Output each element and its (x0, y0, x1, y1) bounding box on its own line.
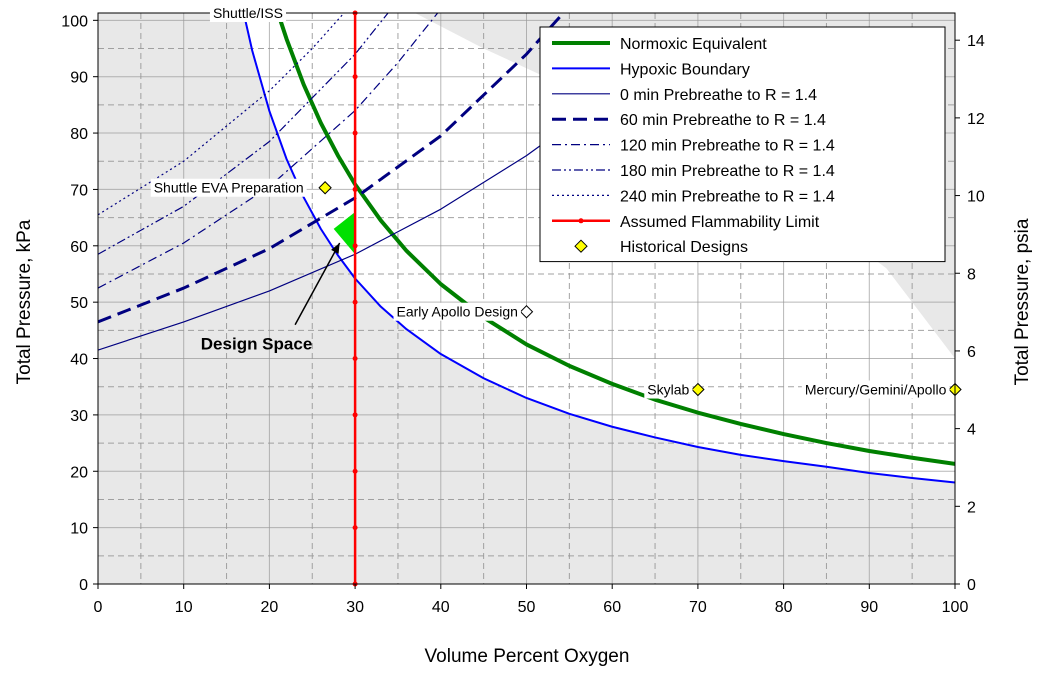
historical-design-point (519, 305, 534, 319)
legend-label: 0 min Prebreathe to R = 1.4 (620, 87, 817, 104)
series-line-5 (98, 13, 389, 255)
x-tick-label: 100 (942, 599, 969, 616)
x-axis-title: Volume Percent Oxygen (425, 646, 630, 667)
legend-label: Historical Designs (620, 239, 748, 256)
flammability-point (352, 525, 358, 531)
flammability-point (352, 130, 358, 136)
x-tick-label: 90 (860, 599, 878, 616)
y-tick-label: 60 (70, 239, 88, 256)
x-tick-label: 20 (261, 599, 279, 616)
y-tick-label: 0 (79, 577, 88, 594)
flammability-point (352, 468, 358, 474)
annotation-box (150, 178, 307, 197)
flammability-point (352, 74, 358, 80)
y2-tick-label: 6 (967, 344, 976, 361)
flammability-point (352, 243, 358, 249)
y2-axis-title: Total Pressure, psia (1012, 218, 1033, 385)
flammability-point (352, 186, 358, 192)
x-tick-label: 40 (432, 599, 450, 616)
legend-marker (578, 218, 584, 224)
annotation-label: Skylab (647, 382, 689, 398)
annotation-label: Shuttle/ISS (213, 5, 283, 21)
y-tick-label: 40 (70, 352, 88, 369)
legend-label: 60 min Prebreathe to R = 1.4 (620, 112, 826, 129)
y-tick-label: 90 (70, 70, 88, 87)
annotation-label: Design Space (201, 334, 313, 353)
annotation-label: Mercury/Gemini/Apollo (805, 382, 947, 398)
legend-label: Hypoxic Boundary (620, 61, 750, 78)
x-tick-label: 80 (775, 599, 793, 616)
historical-design-point (318, 181, 332, 195)
y2-tick-label: 8 (967, 266, 976, 283)
historical-design-point (691, 382, 705, 397)
x-tick-label: 0 (94, 599, 103, 616)
legend-box (539, 26, 946, 263)
design-space-arrowhead (331, 242, 340, 254)
design-space-arrow (294, 242, 341, 326)
design-space-region (333, 211, 356, 255)
annotation-box (209, 4, 286, 22)
y2-tick-label: 12 (967, 111, 985, 128)
y-tick-label: 30 (70, 408, 88, 425)
annotation-box (801, 380, 950, 399)
series-line-3 (98, 13, 566, 324)
flammability-point (352, 356, 358, 362)
legend-marker (574, 239, 588, 253)
axes: 0 10 20 30 40 50 60 70 80 90 100010203040506070809… (61, 13, 985, 616)
annotations: Shuttle/ISS Shuttle EVA Preparation Early … (150, 4, 950, 399)
y2-tick-label: 2 (967, 499, 976, 516)
annotation-label: Shuttle EVA Preparation (154, 180, 304, 196)
x-tick-label: 50 (518, 599, 536, 616)
legend-label: 180 min Prebreathe to R = 1.4 (620, 163, 835, 180)
x-tick-label: 10 (175, 599, 193, 616)
legend-label: 240 min Prebreathe to R = 1.4 (620, 188, 835, 205)
legend-label: Assumed Flammability Limit (620, 214, 820, 231)
y2-tick-label: 14 (967, 33, 985, 50)
y2-tick-label: 0 (967, 577, 976, 594)
series-line-0 (276, 13, 955, 466)
annotation-label: Early Apollo Design (397, 304, 518, 320)
hypoxic-shaded-region (98, 13, 955, 584)
legend-label: Normoxic Equivalent (620, 36, 767, 53)
series-line-4 (98, 13, 439, 289)
y-tick-label: 80 (70, 126, 88, 143)
annotation-box (644, 380, 693, 399)
y2-tick-label: 4 (967, 422, 976, 439)
design-space-polygon (333, 211, 356, 255)
legend-label: 120 min Prebreathe to R = 1.4 (620, 138, 835, 155)
legend: Normoxic Equivalent Hypoxic Boundary 0 min… (539, 26, 946, 263)
y-axis-title: Total Pressure, kPa (14, 219, 35, 384)
x-tick-label: 30 (346, 599, 364, 616)
x-tick-label: 60 (603, 599, 621, 616)
annotation-box (393, 302, 521, 321)
y2-tick-label: 10 (967, 189, 985, 206)
flammability-point (352, 299, 358, 305)
y-tick-label: 50 (70, 295, 88, 312)
y-tick-label: 100 (61, 13, 88, 30)
y-tick-label: 20 (70, 464, 88, 481)
x-tick-label: 70 (689, 599, 707, 616)
y-tick-label: 70 (70, 182, 88, 199)
flammability-point (352, 412, 358, 418)
y-tick-label: 10 (70, 521, 88, 538)
